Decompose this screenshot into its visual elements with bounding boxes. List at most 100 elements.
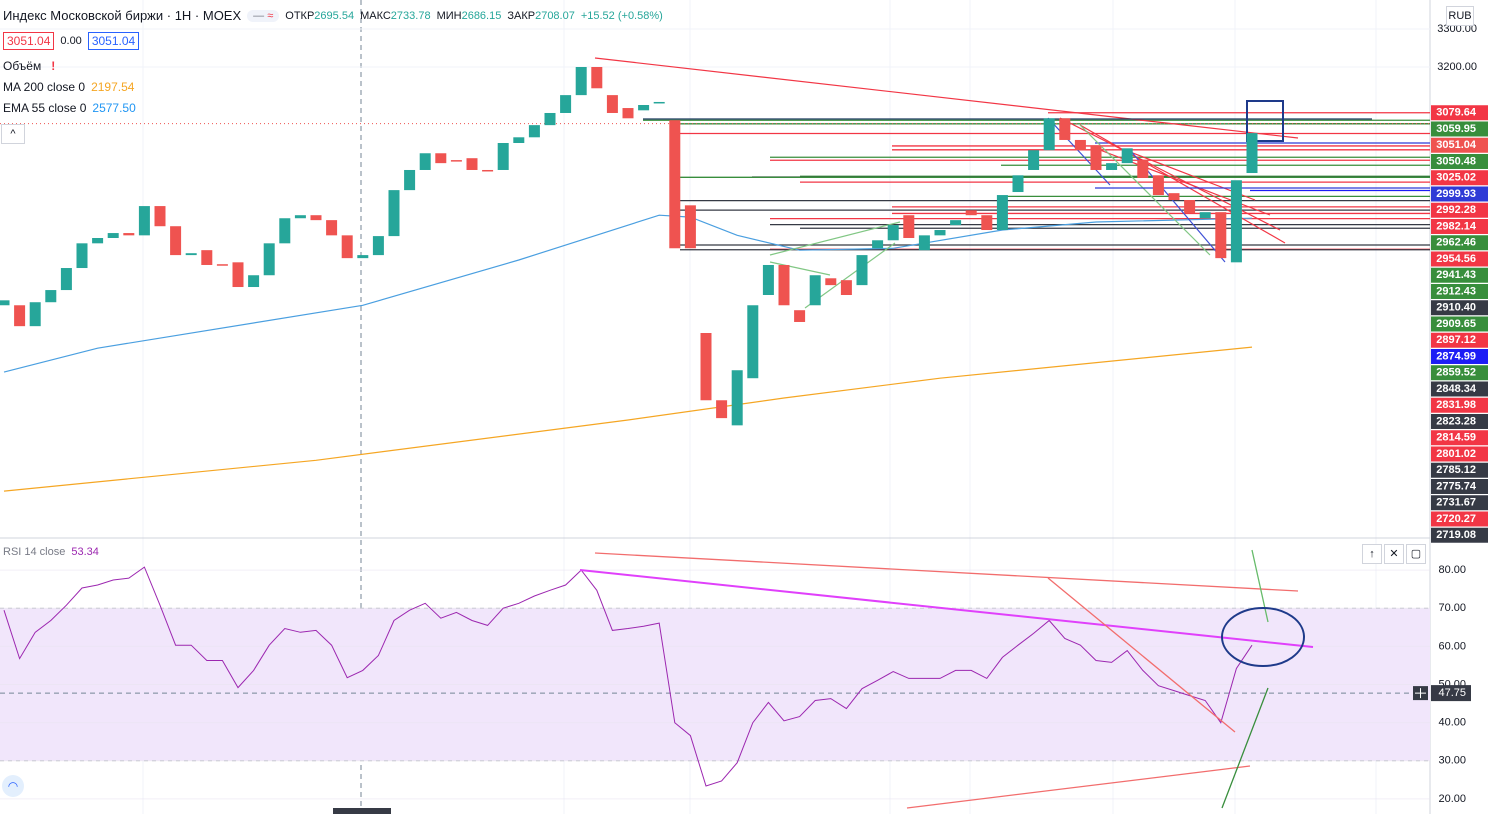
candle-body bbox=[1137, 160, 1149, 178]
currency-button[interactable]: RUB bbox=[1446, 6, 1474, 26]
candle-body bbox=[1012, 175, 1024, 193]
y-tick-label: 30.00 bbox=[1438, 755, 1466, 767]
candle-body bbox=[419, 153, 431, 170]
price-label-box bbox=[1431, 235, 1488, 251]
grid bbox=[142, 0, 1377, 814]
candle-body bbox=[840, 280, 852, 296]
trend-line bbox=[1047, 117, 1111, 186]
price-label: 3051.04 bbox=[1436, 139, 1477, 151]
y-tick-label: 60.00 bbox=[1438, 640, 1466, 652]
price-label-box bbox=[1431, 283, 1488, 299]
price-label: 3050.48 bbox=[1436, 155, 1476, 167]
price-label: 3059.95 bbox=[1436, 123, 1476, 135]
ohlc-label: ЗАКР bbox=[507, 9, 536, 22]
price-label-box bbox=[1431, 332, 1488, 348]
candle-body bbox=[279, 218, 291, 244]
candle-body bbox=[872, 240, 884, 249]
candle-body bbox=[450, 160, 462, 162]
candle-body bbox=[263, 243, 275, 276]
price-label: 2999.93 bbox=[1436, 188, 1476, 200]
trend-line bbox=[1251, 549, 1269, 623]
candle-body bbox=[357, 255, 369, 259]
candle-body bbox=[185, 253, 197, 256]
crosshair-plus-icon bbox=[1415, 688, 1426, 699]
change: +15.52 (+0.58%) bbox=[580, 9, 663, 22]
price-label-box bbox=[1431, 251, 1488, 267]
indicator-line bbox=[3, 214, 1253, 373]
trend-line bbox=[1221, 687, 1269, 809]
bid[interactable]: 3051.04 bbox=[3, 32, 55, 50]
close[interactable]: ✕ bbox=[1384, 544, 1404, 564]
ask[interactable]: 3051.04 bbox=[87, 32, 140, 50]
indicator-line bbox=[3, 346, 1253, 492]
ema-value: 2577.50 bbox=[92, 101, 136, 115]
y-tick-label: 80.00 bbox=[1438, 564, 1466, 576]
candle-body bbox=[435, 153, 447, 164]
trend-line bbox=[769, 221, 901, 256]
candle-body bbox=[1059, 118, 1071, 140]
candle-body bbox=[29, 302, 41, 327]
candle-body bbox=[326, 220, 338, 236]
candle-body bbox=[638, 105, 650, 111]
candle-body bbox=[138, 206, 150, 236]
crosshair-label-box bbox=[1431, 685, 1471, 702]
price-label-box bbox=[1431, 186, 1488, 202]
rsi-line bbox=[3, 566, 1253, 787]
candle-body bbox=[92, 238, 104, 244]
collapse-button[interactable]: ^ bbox=[1, 124, 25, 144]
logo[interactable]: ◠ bbox=[2, 775, 24, 797]
price-label-box bbox=[1431, 430, 1488, 446]
candle-body bbox=[1028, 150, 1040, 170]
candle-body bbox=[653, 101, 665, 104]
price-label: 2720.27 bbox=[1436, 513, 1476, 525]
candle-body bbox=[1106, 163, 1118, 170]
time-label bbox=[333, 808, 391, 814]
price-label: 2954.56 bbox=[1436, 253, 1476, 265]
price-boxes: 3051.04 0.00 3051.04 bbox=[3, 32, 140, 50]
price-label-box bbox=[1431, 511, 1488, 527]
price-label: 2897.12 bbox=[1436, 334, 1476, 346]
trend-line bbox=[579, 569, 1314, 648]
candle-body bbox=[1246, 133, 1258, 174]
candle-body bbox=[45, 290, 57, 303]
y-tick-label: 20.00 bbox=[1438, 793, 1466, 805]
price-label-box bbox=[1431, 446, 1488, 462]
candle-body bbox=[918, 235, 930, 251]
drawings bbox=[594, 57, 1430, 309]
ohlc-label: ОТКР bbox=[285, 9, 315, 22]
candle-body bbox=[1230, 180, 1242, 263]
candle-body bbox=[794, 310, 806, 322]
candle-body bbox=[123, 233, 135, 236]
price-label: 2823.28 bbox=[1436, 415, 1476, 427]
candle-body bbox=[1199, 212, 1211, 219]
candle-body bbox=[216, 264, 228, 266]
rsi-title: RSI 14 close bbox=[3, 546, 66, 558]
price-label: 3025.02 bbox=[1436, 172, 1476, 184]
candle-body bbox=[965, 210, 977, 216]
ohlc-value: 2708.07 bbox=[535, 9, 575, 22]
crosshair-label: 47.75 bbox=[1438, 687, 1466, 699]
candle-body bbox=[606, 95, 618, 113]
candle-body bbox=[981, 215, 993, 231]
candle-body bbox=[528, 125, 540, 138]
candle-body bbox=[1074, 139, 1086, 151]
ma-name: MA 200 close 0 bbox=[3, 80, 86, 94]
rsi-drawings bbox=[579, 549, 1314, 809]
volume-warning[interactable]: ! bbox=[51, 59, 56, 73]
price-label-box bbox=[1431, 495, 1488, 511]
volume-label: Объём bbox=[3, 59, 42, 73]
icons[interactable]: — ≈ bbox=[247, 9, 280, 22]
candle-body bbox=[201, 250, 213, 265]
candle-body bbox=[825, 278, 837, 286]
rsi-legend: RSI 14 close 53.34 bbox=[3, 546, 99, 558]
candle-body bbox=[747, 305, 759, 379]
move-up[interactable]: ↑ bbox=[1362, 544, 1382, 564]
spread: 0.00 bbox=[60, 35, 82, 47]
maximize[interactable]: ▢ bbox=[1406, 544, 1426, 564]
price-label-box bbox=[1431, 170, 1488, 186]
price-label: 2982.14 bbox=[1436, 220, 1477, 232]
candle-body bbox=[544, 112, 556, 126]
symbol-title: Индекс Московской биржи · 1H · MOEX bbox=[3, 8, 242, 23]
